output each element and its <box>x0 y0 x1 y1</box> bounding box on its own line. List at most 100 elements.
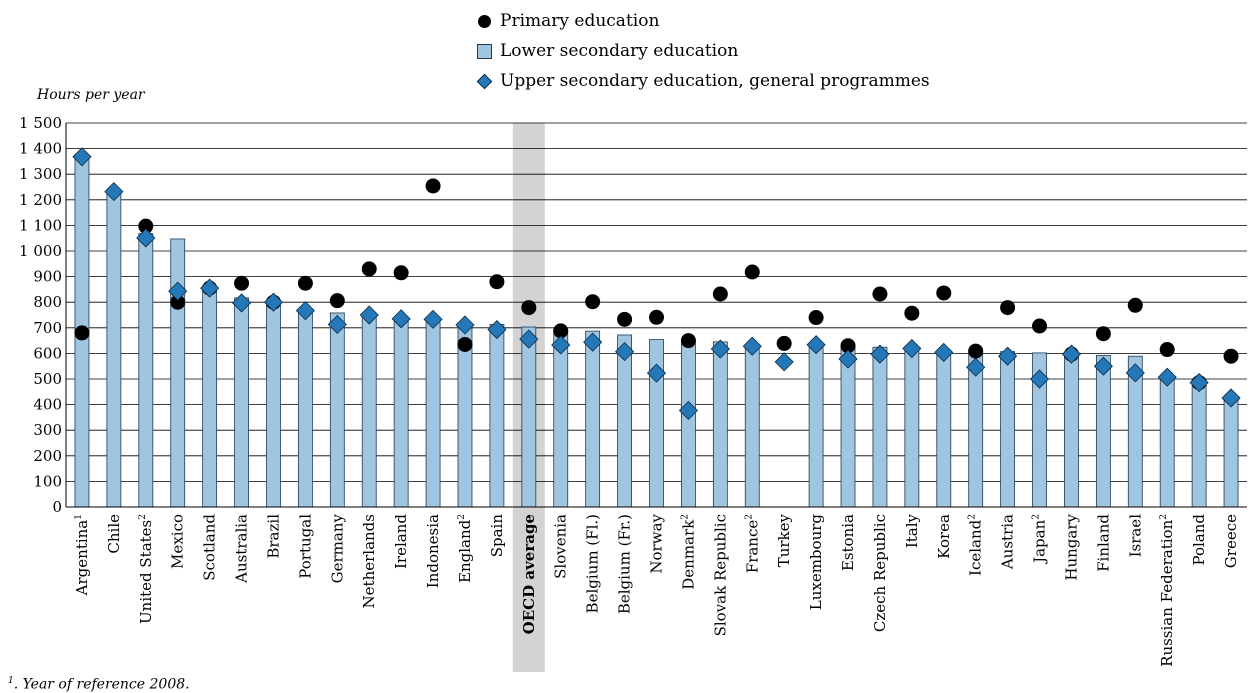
x-tick-label: Indonesia <box>424 514 442 588</box>
x-tick-label: Germany <box>328 513 346 583</box>
bar <box>1159 376 1175 508</box>
x-tick-label: Iceland2 <box>967 514 985 576</box>
upper-secondary-point <box>678 400 698 421</box>
x-tick-label: Russian Federation2 <box>1158 514 1176 667</box>
upper-secondary-point <box>646 363 667 383</box>
upper-secondary-point <box>902 338 922 359</box>
x-tick-label: England2 <box>456 514 474 583</box>
bar <box>106 191 122 508</box>
x-tick-label: Greece <box>1222 514 1240 568</box>
x-tick-label: Luxembourg <box>807 514 825 611</box>
footnote-text: . Year of reference 2008. <box>13 676 190 693</box>
upper-secondary-point <box>519 329 539 349</box>
y-tick-label: 0 <box>52 498 62 516</box>
upper-secondary-point <box>231 293 252 313</box>
primary-point <box>234 275 250 291</box>
x-tick-label: Slovenia <box>552 514 570 579</box>
primary-point <box>138 218 154 234</box>
upper-secondary-point <box>263 292 284 312</box>
bar <box>489 324 505 508</box>
x-tick-label: United States2 <box>137 514 155 624</box>
x-tick-label: Estonia <box>839 514 857 571</box>
primary-point <box>489 274 505 290</box>
upper-secondary-point <box>934 342 954 362</box>
legend-item-upper-secondary: Upper secondary education, general progr… <box>475 66 930 96</box>
bar <box>329 312 345 508</box>
primary-point <box>1000 300 1016 316</box>
footnote: 1. Year of reference 2008. <box>8 676 190 693</box>
upper-secondary-point <box>838 349 858 369</box>
x-tick-label: Brazil <box>264 514 282 559</box>
upper-secondary-point <box>710 339 730 359</box>
footnote-number: 1 <box>8 676 14 686</box>
y-tick-label: 1 400 <box>19 140 62 158</box>
primary-point <box>1127 297 1143 313</box>
x-tick-label: Belgium (Fr.) <box>616 514 634 614</box>
upper-secondary-point <box>966 357 986 377</box>
x-tick-label: Finland <box>1094 514 1112 572</box>
upper-secondary-point <box>1189 373 1209 393</box>
bar <box>425 317 441 508</box>
primary-point <box>425 178 441 194</box>
y-tick-label: 900 <box>33 268 62 286</box>
upper-secondary-point <box>1029 369 1050 389</box>
bar <box>681 340 696 508</box>
legend-label-lower-secondary: Lower secondary education <box>500 41 739 61</box>
upper-secondary-point <box>774 352 794 372</box>
bar <box>1223 396 1239 508</box>
y-tick-label: 1 100 <box>19 216 62 234</box>
legend-item-primary: Primary education <box>475 6 930 36</box>
primary-point <box>393 265 409 281</box>
bar <box>234 297 249 508</box>
bar <box>840 345 856 508</box>
bar <box>872 346 888 508</box>
upper-secondary-point <box>870 344 890 364</box>
x-tick-label: Scotland <box>201 514 219 581</box>
primary-point <box>1159 342 1175 358</box>
upper-secondary-point <box>327 314 347 335</box>
bar <box>712 341 728 508</box>
primary-point <box>968 343 984 359</box>
primary-point <box>744 264 760 280</box>
x-tick-label: Belgium (Fl.) <box>584 514 602 613</box>
primary-point <box>521 300 537 316</box>
y-axis-label: Hours per year <box>37 87 145 103</box>
bar <box>553 329 569 508</box>
x-tick-label: Netherlands <box>360 514 378 608</box>
primary-point <box>776 335 792 351</box>
legend-label-upper-secondary: Upper secondary education, general progr… <box>500 71 930 91</box>
legend-label-primary: Primary education <box>500 11 660 31</box>
upper-secondary-point <box>806 335 826 355</box>
x-tick-label: Poland <box>1190 514 1208 566</box>
x-tick-label: Czech Republic <box>871 514 889 632</box>
bar <box>138 233 154 508</box>
y-tick-label: 700 <box>33 319 62 337</box>
x-tick-label: Denmark2 <box>679 514 697 590</box>
x-tick-label: Spain <box>488 514 506 558</box>
y-tick-label: 800 <box>33 293 62 311</box>
primary-point <box>1223 348 1239 364</box>
bar <box>1095 355 1111 508</box>
primary-point <box>457 336 473 352</box>
bar <box>1000 351 1016 508</box>
bar <box>202 287 218 508</box>
upper-secondary-point <box>423 309 443 329</box>
primary-point <box>1032 318 1048 334</box>
primary-point <box>553 323 569 339</box>
x-tick-label: Korea <box>935 514 953 559</box>
primary-point <box>361 261 377 277</box>
y-tick-label: 200 <box>33 447 62 465</box>
upper-secondary-point <box>551 335 571 355</box>
primary-point <box>904 305 920 321</box>
x-tick-label: Norway <box>648 513 666 573</box>
x-tick-label: France2 <box>743 514 761 573</box>
x-tick-label: Australia <box>233 514 251 584</box>
upper-secondary-point <box>1157 367 1177 387</box>
upper-secondary-point <box>295 301 315 321</box>
x-tick-label: Portugal <box>296 514 314 579</box>
primary-point <box>617 311 633 327</box>
bar <box>585 330 601 508</box>
primary-point <box>329 293 345 309</box>
y-tick-label: 500 <box>33 370 62 388</box>
upper-secondary-point <box>168 281 188 301</box>
